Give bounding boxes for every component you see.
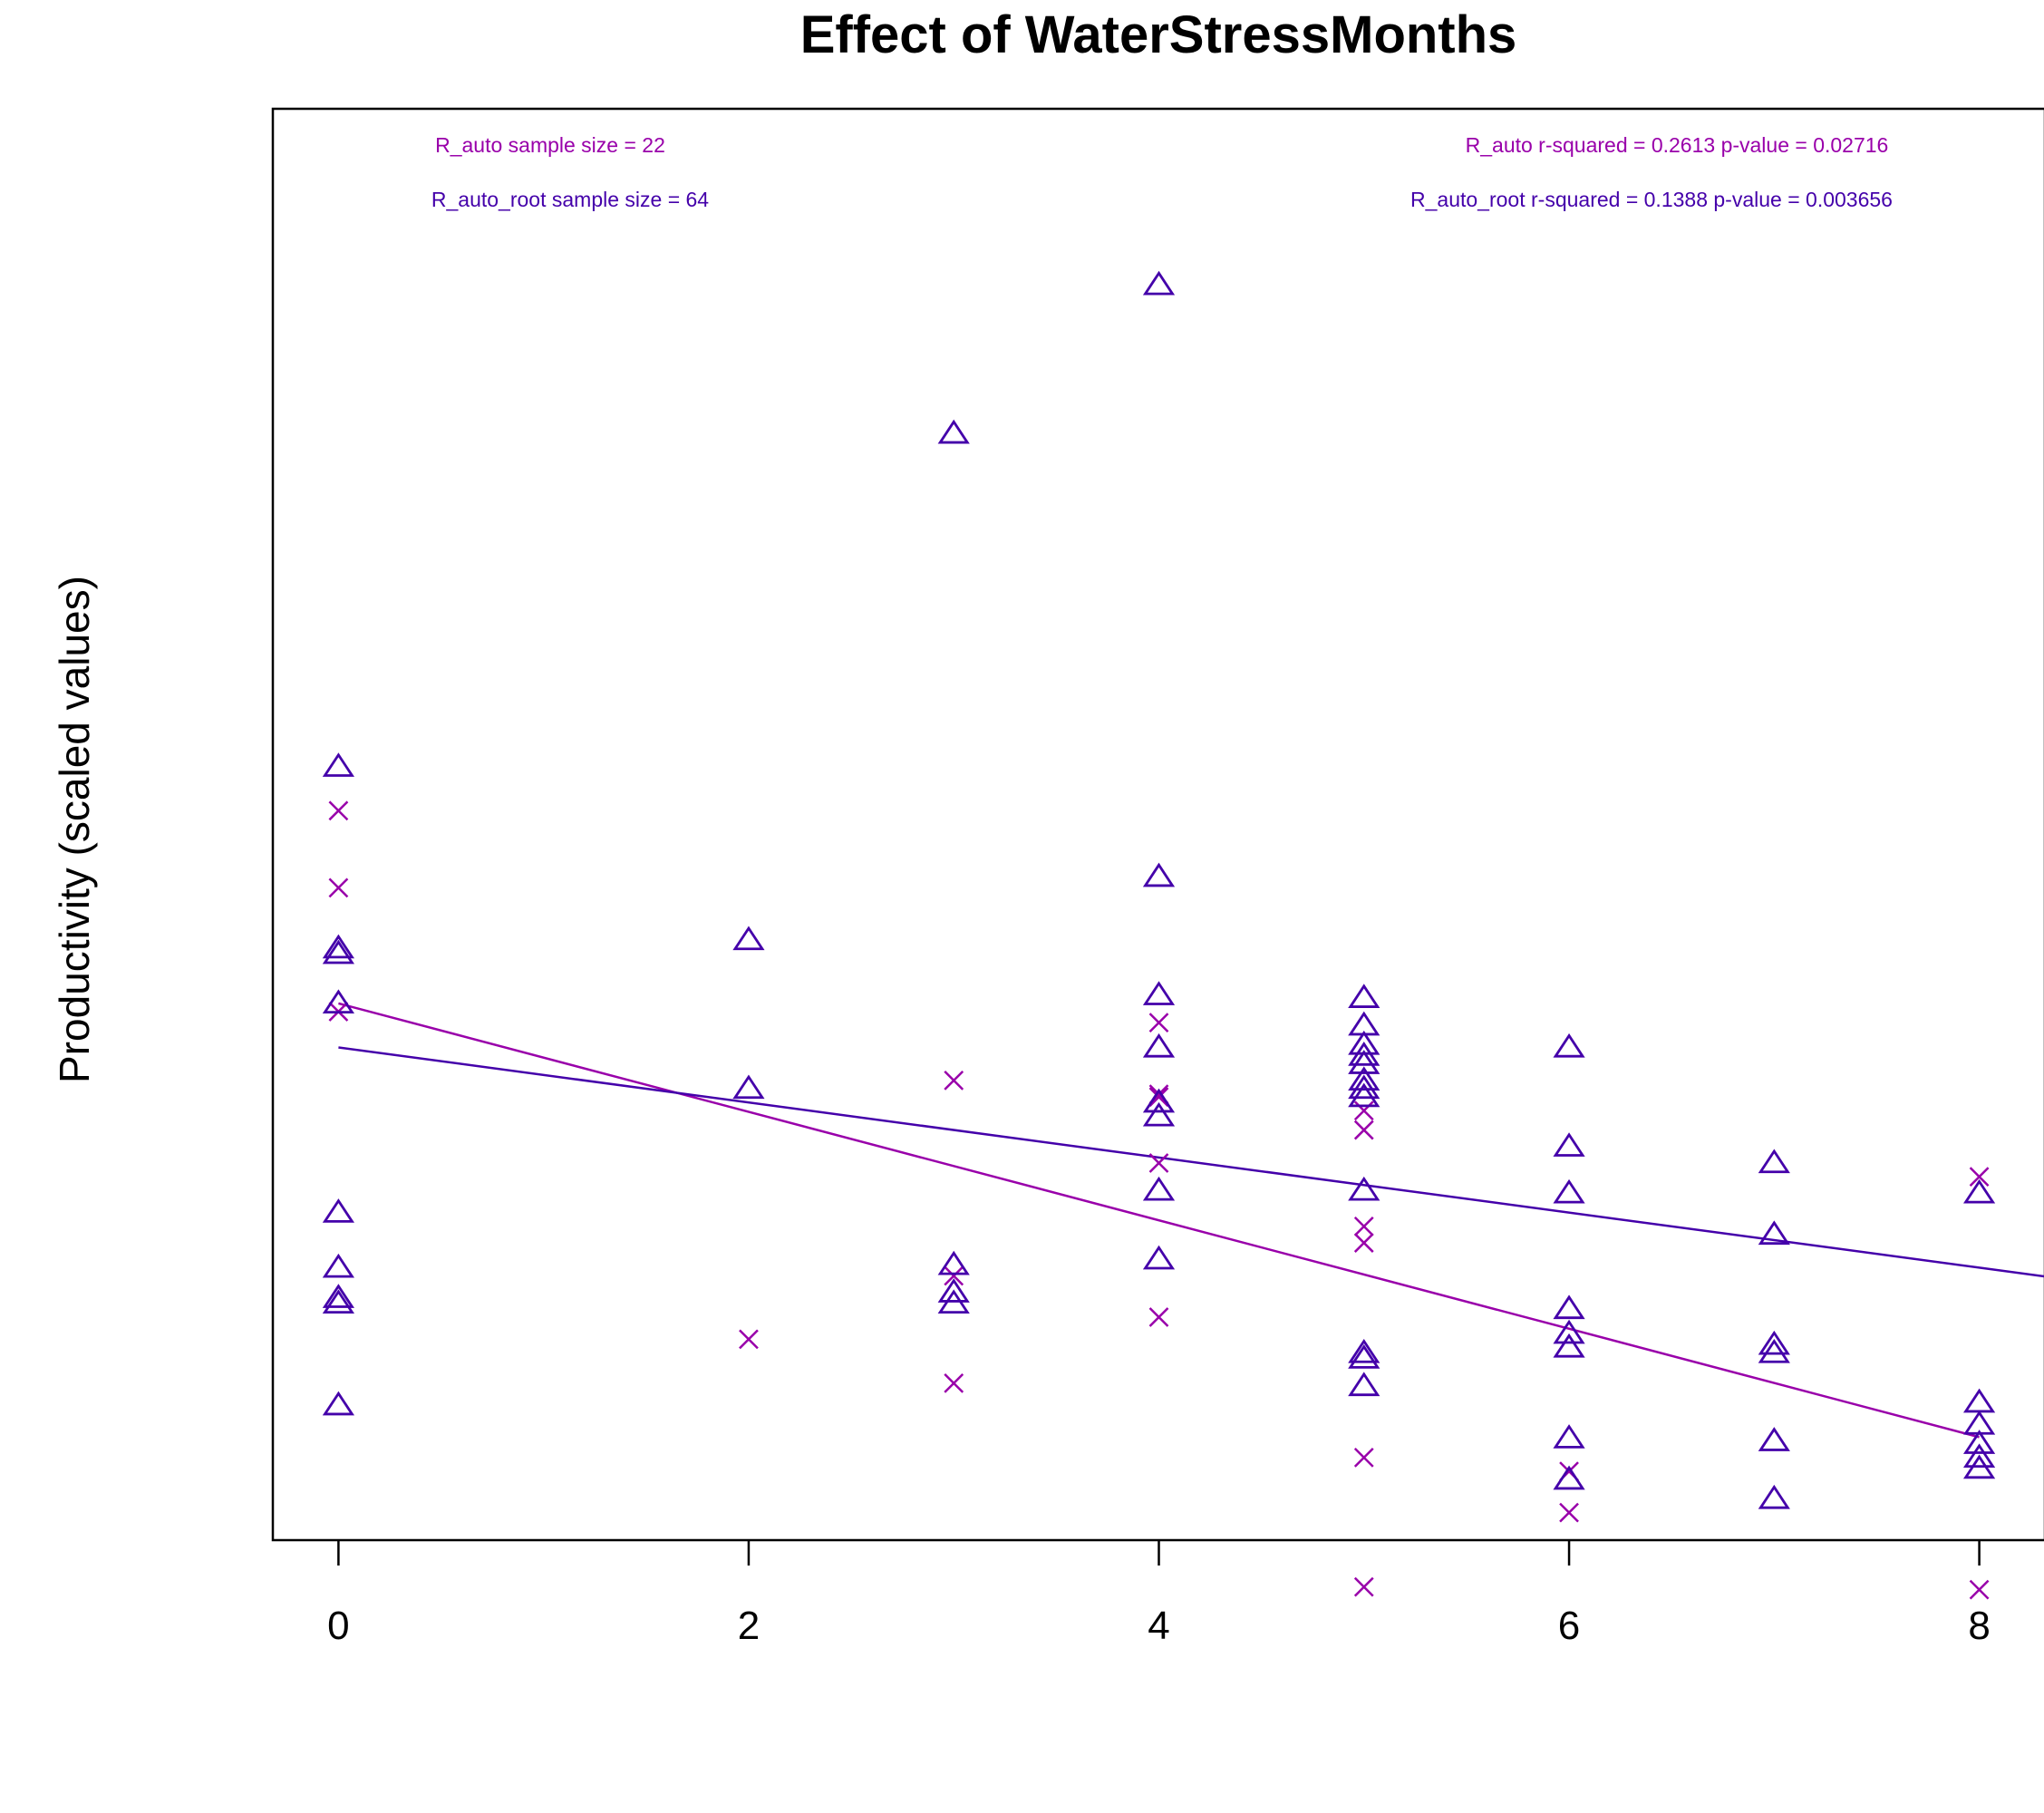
point-r-auto [1353,1448,1374,1468]
point-r-auto [1148,1153,1169,1173]
point-r-auto [739,1329,759,1350]
point-r-auto-root [322,989,355,1014]
regression-lines [338,1002,2044,1439]
point-r-auto-root [1348,1344,1380,1369]
point-r-auto-root [1962,1443,1996,1469]
r-auto-root-stats-text: R_auto_root r-squared = 0.1388 p-value =… [1410,188,1893,211]
point-r-auto-root [1553,1465,1585,1490]
point-r-auto-root [1142,1088,1176,1113]
plot-frame [271,107,2044,1542]
point-r-auto [1353,1216,1374,1236]
r-auto-stats-text: R_auto r-squared = 0.2613 p-value = 0.02… [1466,133,1889,157]
chart-title: Effect of WaterStressMonths [800,5,1517,64]
point-r-auto-root [1962,1388,1996,1413]
point-r-auto [1148,1307,1169,1327]
point-r-auto [1969,1579,1990,1600]
point-r-auto-root [1348,1074,1380,1100]
point-r-auto [944,1071,964,1091]
point-r-auto [1353,1120,1374,1140]
point-r-auto-root [1553,1333,1585,1358]
x-tick-label: 2 [738,1604,760,1648]
point-r-auto-root [1553,1424,1585,1449]
data-points [322,270,1996,1600]
point-r-auto [1969,1167,1990,1188]
x-tick-label: 0 [327,1604,349,1648]
point-r-auto-root [1962,1178,1996,1204]
point-r-auto-root [732,1074,765,1100]
point-r-auto [1559,1502,1579,1523]
point-r-auto [1353,1100,1374,1121]
point-r-auto-root [937,419,970,444]
r-auto-sample-size-text: R_auto sample size = 22 [435,133,665,157]
point-r-auto-root [1758,1330,1790,1355]
point-r-auto-root [322,1391,355,1416]
y-axis-label: Productivity (scaled values) [51,576,98,1083]
point-r-auto-root [1142,1033,1176,1058]
r-auto-root-sample-size-text: R_auto_root sample size = 64 [431,188,709,211]
point-r-auto-root [322,1198,355,1223]
point-r-auto [1148,1087,1169,1108]
point-r-auto-root [1553,1033,1585,1058]
point-r-auto-root [1142,862,1176,887]
point-r-auto-root [1553,1178,1585,1204]
point-r-auto-root [1553,1319,1585,1344]
point-r-auto-root [1758,1149,1790,1174]
point-r-auto-root [1553,1294,1585,1320]
x-tick-label: 6 [1558,1604,1580,1648]
point-r-auto-root [1348,1372,1380,1397]
fit-line-r-auto [338,1002,1980,1439]
point-r-auto-root [322,1284,355,1308]
point-r-auto [1353,1233,1374,1253]
point-r-auto-root [1348,1082,1380,1108]
point-r-auto-root [1348,1176,1380,1201]
point-r-auto-root [937,1289,970,1314]
point-r-auto-root [1142,1176,1176,1201]
point-r-auto [944,1373,964,1393]
point-r-auto-root [1962,1454,1996,1479]
point-r-auto [1148,1013,1169,1033]
point-r-auto-root [1758,1220,1790,1246]
point-r-auto-root [1758,1427,1790,1451]
point-r-auto-root [1962,1430,1996,1454]
point-r-auto-root [322,934,355,959]
point-r-auto-root [1758,1338,1790,1363]
point-r-auto [328,877,349,898]
x-axis: 0 2 4 6 8 [327,1540,1991,1648]
point-r-auto-root [322,1253,355,1278]
point-r-auto-root [1348,1338,1380,1363]
point-r-auto-root [322,939,355,965]
point-r-auto-root [1348,1050,1380,1074]
point-r-auto [1353,1576,1374,1597]
point-r-auto-root [1348,984,1380,1008]
point-r-auto [328,800,349,821]
point-r-auto-root [937,1278,970,1303]
point-r-auto-root [1348,1042,1380,1066]
point-r-auto-root [1142,981,1176,1005]
x-tick-label: 8 [1968,1604,1990,1648]
point-r-auto-root [1758,1484,1790,1509]
point-r-auto-root [1142,1245,1176,1270]
point-r-auto-root [1142,1101,1176,1127]
x-tick-label: 4 [1148,1604,1169,1648]
point-r-auto-root [1142,270,1176,296]
point-r-auto-root [1553,1132,1585,1157]
point-r-auto-root [732,926,765,951]
point-r-auto [944,1265,964,1286]
point-r-auto-root [322,1289,355,1314]
point-r-auto-root [937,1250,970,1275]
fit-line-r-auto-root [338,1046,2044,1278]
point-r-auto-root [322,752,355,777]
point-r-auto-root [1348,1066,1380,1091]
